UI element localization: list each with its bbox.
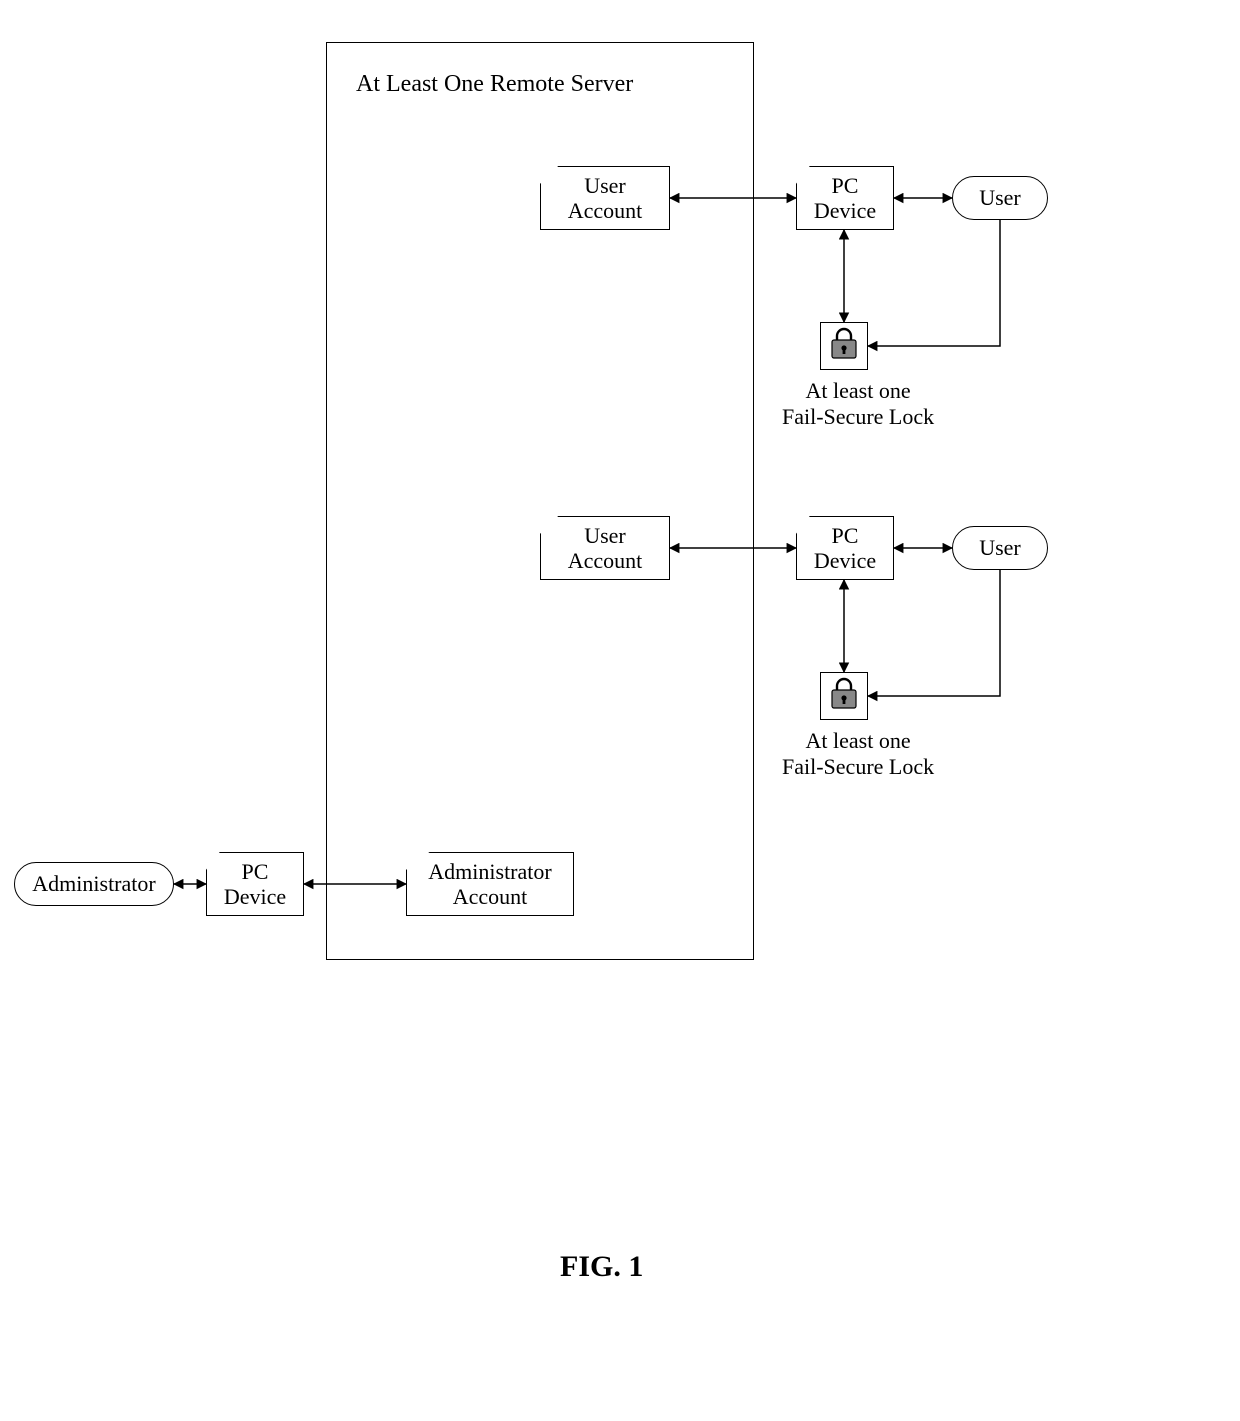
lock-icon: [829, 326, 859, 365]
node-label: PCDevice: [224, 859, 286, 910]
node-label: Administrator: [32, 871, 155, 896]
user-account-node: UserAccount: [540, 516, 670, 580]
node-label: User: [979, 535, 1021, 560]
pc-device-node: PCDevice: [796, 516, 894, 580]
user-account-node: UserAccount: [540, 166, 670, 230]
node-label: UserAccount: [568, 523, 643, 574]
figure-caption: FIG. 1: [560, 1250, 643, 1284]
lock-caption: At least oneFail-Secure Lock: [782, 728, 934, 781]
administrator-account-node: AdministratorAccount: [406, 852, 574, 916]
user-node: User: [952, 176, 1048, 220]
server-box: [326, 42, 754, 960]
pc-device-node: PCDevice: [796, 166, 894, 230]
lock-node: [820, 322, 868, 370]
node-label: User: [979, 185, 1021, 210]
lock-icon: [829, 676, 859, 715]
user-node: User: [952, 526, 1048, 570]
node-label: PCDevice: [814, 523, 876, 574]
node-label: AdministratorAccount: [428, 859, 551, 910]
node-label: PCDevice: [814, 173, 876, 224]
node-label: UserAccount: [568, 173, 643, 224]
lock-node: [820, 672, 868, 720]
administrator-node: Administrator: [14, 862, 174, 906]
lock-caption: At least oneFail-Secure Lock: [782, 378, 934, 431]
pc-device-node: PCDevice: [206, 852, 304, 916]
server-box-title: At Least One Remote Server: [356, 70, 633, 99]
diagram-stage: At Least One Remote Server UserAccount P…: [0, 0, 1240, 1421]
